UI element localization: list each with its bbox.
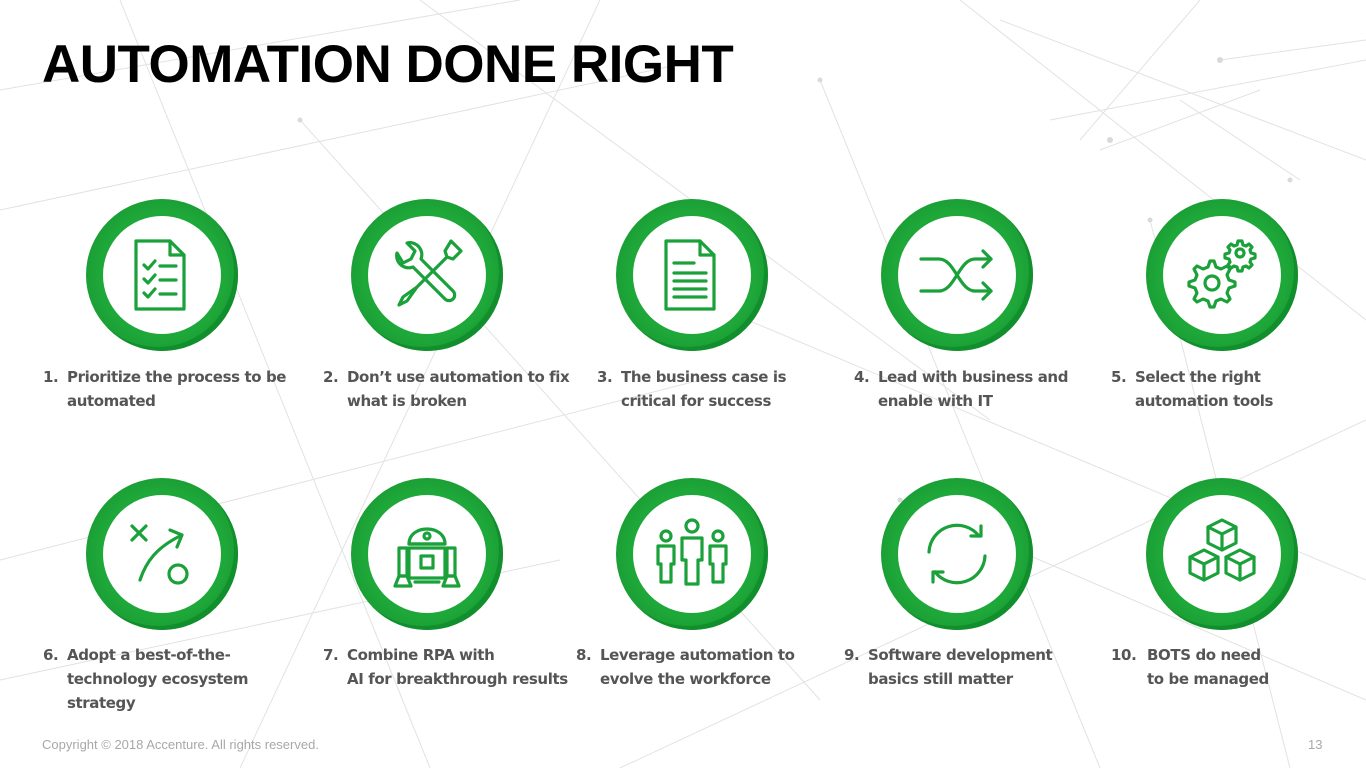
caption-text: Combine RPA with AI for breakthrough res… <box>347 646 568 688</box>
badge-3 <box>616 199 768 351</box>
strategy-icon <box>130 524 189 585</box>
caption-text: Don’t use automation to fix what is brok… <box>347 368 570 410</box>
caption-number: 7. <box>323 646 339 664</box>
copyright-footer: Copyright © 2018 Accenture. All rights r… <box>42 737 319 752</box>
gears-icon <box>1187 239 1257 309</box>
refresh-icon <box>927 523 987 585</box>
caption-text: Prioritize the process to be automated <box>67 368 287 410</box>
badge-6 <box>86 478 238 630</box>
caption-number: 3. <box>597 368 613 386</box>
caption-9: 9. Software development basics still mat… <box>844 643 1104 691</box>
caption-number: 2. <box>323 368 339 386</box>
badge-2 <box>351 199 503 351</box>
robot-icon <box>393 527 461 588</box>
badge-9 <box>881 478 1033 630</box>
caption-number: 6. <box>43 646 59 664</box>
slide-title: AUTOMATION DONE RIGHT <box>42 35 734 94</box>
caption-4: 4. Lead with business and enable with IT <box>854 365 1114 413</box>
tools-icon <box>395 239 463 307</box>
badge-1 <box>86 199 238 351</box>
caption-2: 2. Don’t use automation to fix what is b… <box>323 365 583 413</box>
cubes-icon <box>1188 518 1256 582</box>
badge-4 <box>881 199 1033 351</box>
caption-text: BOTS do need to be managed <box>1147 646 1269 688</box>
badge-5 <box>1146 199 1298 351</box>
caption-number: 4. <box>854 368 870 386</box>
caption-10: 10. BOTS do need to be managed <box>1111 643 1361 691</box>
badge-10 <box>1146 478 1298 630</box>
caption-1: 1. Prioritize the process to be automate… <box>43 365 303 413</box>
page-number: 13 <box>1308 737 1323 752</box>
document-icon <box>664 239 716 311</box>
shuffle-icon <box>919 249 993 301</box>
caption-text: Select the right automation tools <box>1135 368 1273 410</box>
caption-6: 6. Adopt a best-of-the- technology ecosy… <box>43 643 303 715</box>
caption-text: Leverage automation to evolve the workfo… <box>600 646 795 688</box>
caption-number: 10. <box>1111 646 1137 664</box>
caption-text: Software development basics still matter <box>868 646 1053 688</box>
workforce-icon <box>656 518 728 586</box>
caption-number: 5. <box>1111 368 1127 386</box>
caption-number: 8. <box>576 646 592 664</box>
badge-7 <box>351 478 503 630</box>
checklist-icon <box>134 239 186 311</box>
caption-number: 1. <box>43 368 59 386</box>
caption-3: 3. The business case is critical for suc… <box>597 365 857 413</box>
caption-5: 5. Select the right automation tools <box>1111 365 1361 413</box>
badge-8 <box>616 478 768 630</box>
caption-8: 8. Leverage automation to evolve the wor… <box>576 643 846 691</box>
caption-text: Lead with business and enable with IT <box>878 368 1069 410</box>
caption-number: 9. <box>844 646 860 664</box>
caption-text: Adopt a best-of-the- technology ecosyste… <box>67 646 249 712</box>
caption-text: The business case is critical for succes… <box>621 368 787 410</box>
caption-7: 7. Combine RPA with AI for breakthrough … <box>323 643 583 691</box>
